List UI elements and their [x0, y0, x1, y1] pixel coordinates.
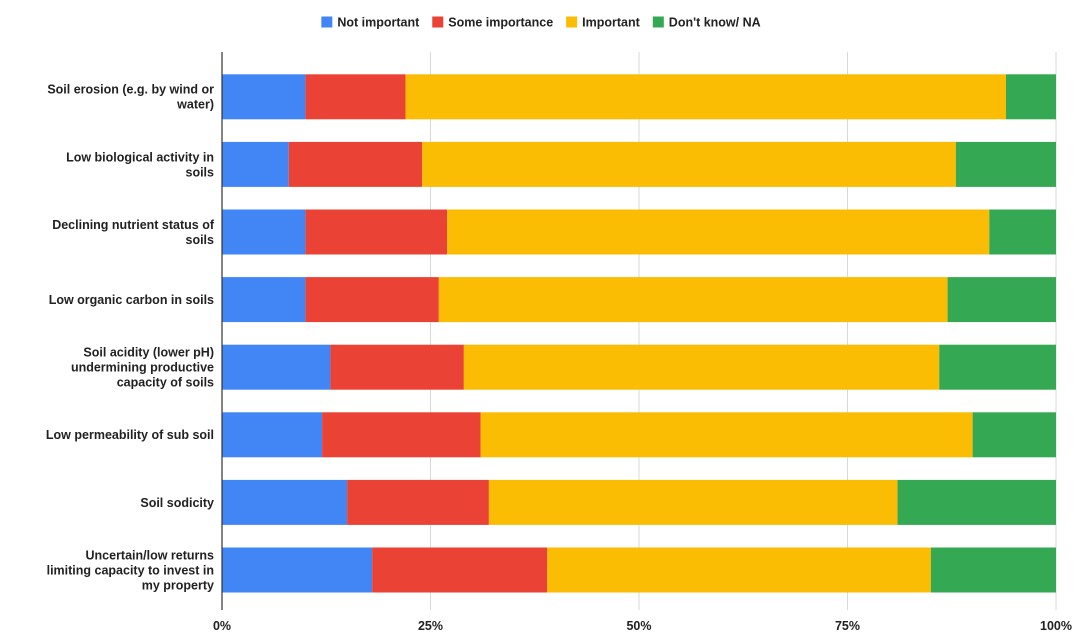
bar-segment-4-1 [330, 344, 464, 390]
bar-segment-5-1 [322, 412, 481, 458]
bar-segment-1-3 [955, 141, 1056, 187]
legend-swatch-1 [432, 16, 444, 28]
bar-segment-2-2 [447, 209, 990, 255]
bar-segment-5-0 [222, 412, 323, 458]
bar-segment-1-0 [222, 141, 289, 187]
bar-segment-6-3 [897, 479, 1056, 525]
category-label-0: Soil erosion (e.g. by wind or water) [47, 83, 214, 112]
bar-segment-1-2 [422, 141, 956, 187]
category-label-5: Low permeability of sub soil [46, 428, 214, 442]
bar-segment-2-3 [989, 209, 1056, 255]
legend-label-3: Don't know/ NA [669, 15, 761, 29]
bar-segment-3-1 [305, 277, 439, 323]
bar-segment-0-3 [1005, 74, 1056, 120]
bar-segment-0-2 [405, 74, 1006, 120]
x-tick-label-2: 50% [626, 619, 651, 633]
x-tick-label-3: 75% [835, 619, 860, 633]
legend-swatch-3 [652, 16, 664, 28]
x-tick-label-1: 25% [418, 619, 443, 633]
bar-segment-3-3 [947, 277, 1056, 323]
bar-segment-3-0 [222, 277, 306, 323]
legend-label-2: Important [582, 15, 640, 29]
x-tick-labels: 0% 25% 50% 75% 100% [213, 619, 1072, 633]
category-label-1: Low biological activity in soils [66, 150, 214, 179]
legend-swatch-2 [566, 16, 578, 28]
category-label-3: Low organic carbon in soils [49, 293, 214, 307]
category-label-4: Soil acidity (lower pH) undermining produ… [71, 346, 214, 390]
bar-segment-4-2 [463, 344, 940, 390]
bar-segment-6-1 [347, 479, 489, 525]
bar-segment-4-3 [939, 344, 1056, 390]
legend: Not important Some importance Important Don… [321, 15, 761, 29]
gridlines [430, 52, 1057, 610]
bar-segment-7-3 [930, 547, 1056, 593]
bar-segment-5-2 [480, 412, 973, 458]
legend-label-1: Some importance [448, 15, 553, 29]
category-labels: Soil erosion (e.g. by wind or water) Low b… [46, 83, 215, 593]
bars [222, 74, 1056, 593]
category-label-7: Uncertain/low returns limiting capacity t… [47, 548, 214, 592]
bar-segment-7-1 [372, 547, 548, 593]
bar-segment-7-0 [222, 547, 373, 593]
bar-segment-6-0 [222, 479, 348, 525]
legend-label-0: Not important [337, 15, 420, 29]
category-label-2: Declining nutrient status of soils [52, 218, 215, 247]
bar-segment-2-0 [222, 209, 306, 255]
x-tick-label-4: 100% [1040, 619, 1072, 633]
bar-segment-0-1 [305, 74, 406, 120]
x-tick-label-0: 0% [213, 619, 231, 633]
bar-segment-5-3 [972, 412, 1056, 458]
category-label-6: Soil sodicity [140, 496, 214, 510]
bar-segment-1-1 [288, 141, 423, 187]
bar-segment-2-1 [305, 209, 448, 255]
bar-segment-6-2 [488, 479, 898, 525]
bar-segment-4-0 [222, 344, 331, 390]
bar-segment-0-0 [222, 74, 306, 120]
bar-segment-7-2 [547, 547, 931, 593]
bar-segment-3-2 [438, 277, 948, 323]
legend-swatch-0 [321, 16, 333, 28]
